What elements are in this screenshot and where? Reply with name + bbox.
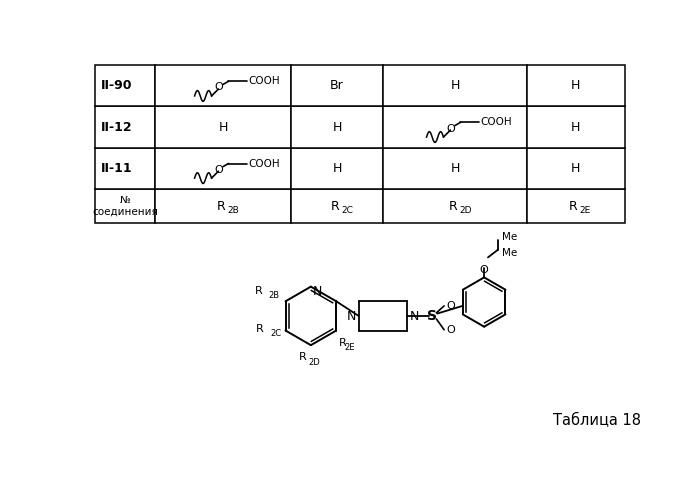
Bar [291, 65, 384, 106]
Text: Таблица 18: Таблица 18 [554, 413, 641, 428]
Text: COOH: COOH [248, 158, 280, 169]
Text: N: N [410, 310, 419, 323]
Text: Me: Me [502, 232, 517, 242]
Text: H: H [571, 79, 580, 92]
Text: №
соединения: № соединения [92, 195, 158, 217]
Text: R: R [217, 199, 225, 213]
Text: Me: Me [502, 248, 517, 258]
Bar [384, 106, 526, 148]
Bar [291, 189, 384, 224]
Text: COOH: COOH [480, 117, 512, 128]
Text: O: O [447, 301, 455, 311]
Text: Br: Br [330, 79, 344, 92]
Text: S: S [427, 309, 437, 323]
Bar [384, 189, 526, 224]
Text: II-90: II-90 [101, 79, 132, 92]
Text: 2B: 2B [268, 291, 280, 299]
Text: H: H [450, 79, 460, 92]
Text: R: R [257, 324, 264, 334]
Text: R: R [331, 199, 339, 213]
Bar [94, 148, 155, 189]
Bar [526, 148, 625, 189]
Text: O: O [447, 325, 455, 335]
Text: H: H [571, 162, 580, 175]
Text: 2C: 2C [270, 329, 281, 338]
Text: N: N [347, 310, 356, 323]
Text: R: R [569, 199, 577, 213]
Bar [384, 148, 526, 189]
Bar [155, 148, 291, 189]
Text: COOH: COOH [248, 76, 280, 86]
Bar [291, 106, 384, 148]
Text: O: O [215, 83, 224, 92]
Text: R: R [339, 338, 347, 348]
Bar [384, 65, 526, 106]
Text: H: H [218, 121, 228, 133]
Bar [526, 189, 625, 224]
Bar [526, 106, 625, 148]
Text: R: R [299, 353, 307, 362]
Bar [94, 106, 155, 148]
Text: R: R [254, 285, 262, 296]
Bar [291, 148, 384, 189]
Text: H: H [332, 121, 342, 133]
Text: 2B: 2B [227, 206, 238, 215]
Bar [526, 65, 625, 106]
Text: H: H [332, 162, 342, 175]
Bar [155, 65, 291, 106]
Text: 2D: 2D [459, 206, 471, 215]
Bar [94, 189, 155, 224]
Text: O: O [480, 265, 489, 275]
Text: H: H [450, 162, 460, 175]
Text: O: O [215, 165, 224, 175]
Text: 2E: 2E [579, 206, 591, 215]
Text: 2E: 2E [345, 343, 355, 352]
Bar [155, 106, 291, 148]
Text: II-11: II-11 [101, 162, 132, 175]
Bar [155, 189, 291, 224]
Text: N: N [313, 285, 322, 298]
Text: 2C: 2C [341, 206, 353, 215]
Text: 2D: 2D [308, 357, 320, 367]
Text: O: O [447, 124, 456, 134]
Text: II-12: II-12 [101, 121, 132, 133]
Text: R: R [448, 199, 457, 213]
Bar [94, 65, 155, 106]
Text: H: H [571, 121, 580, 133]
